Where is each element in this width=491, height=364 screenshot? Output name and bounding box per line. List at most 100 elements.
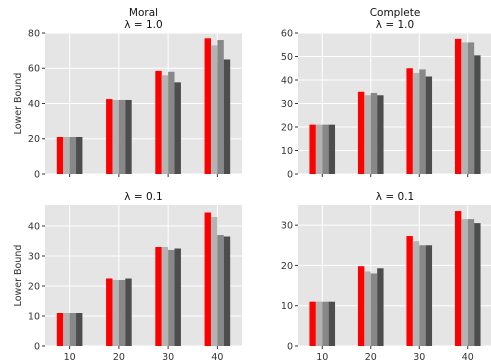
y-tick-label: 10 <box>281 301 293 312</box>
bar <box>56 136 64 174</box>
bar <box>474 223 481 346</box>
x-tick-label: 10 <box>316 352 328 363</box>
bar <box>364 95 371 174</box>
y-tick-label: 30 <box>281 221 293 232</box>
y-tick-label: 60 <box>281 28 293 39</box>
bar <box>106 99 113 174</box>
bar <box>461 42 468 175</box>
x-tick-label: 40 <box>462 352 474 363</box>
chart-panel-complete-lambda-0-1: λ = 0.1 0 10 20 30 10 20 30 40 <box>281 191 491 363</box>
bar <box>223 236 231 346</box>
bar <box>204 212 211 346</box>
y-tick-label: 20 <box>28 134 40 145</box>
bar <box>63 313 70 346</box>
panel-subtitle: λ = 0.1 <box>124 191 162 203</box>
x-tick-label: 40 <box>211 352 223 363</box>
bar <box>419 245 426 346</box>
bar <box>370 92 378 174</box>
bar <box>217 235 224 346</box>
bar <box>174 82 181 174</box>
bar <box>118 280 126 346</box>
x-tick-label: 20 <box>113 352 125 363</box>
bar <box>357 266 365 346</box>
bar <box>168 250 175 346</box>
y-tick-label: 40 <box>281 75 293 86</box>
chart-panel-moral-lambda-1: Moral λ = 1.0 Lower Bound 0 20 40 60 80 <box>13 7 242 180</box>
x-tick-label: 20 <box>365 352 377 363</box>
y-tick-label: 40 <box>28 99 40 110</box>
bar <box>406 68 413 174</box>
y-tick-label: 30 <box>28 251 40 262</box>
bar <box>161 247 169 346</box>
bar <box>425 76 433 174</box>
y-tick-label: 0 <box>34 341 40 352</box>
bar <box>76 313 83 346</box>
y-tick-label: 20 <box>281 261 293 272</box>
bar <box>454 38 462 175</box>
bar <box>155 247 162 346</box>
bar <box>322 301 329 346</box>
bar <box>315 301 323 346</box>
bar <box>210 45 218 175</box>
y-axis-label: Lower Bound <box>13 245 24 307</box>
y-tick-label: 50 <box>281 52 293 63</box>
bar <box>125 99 132 174</box>
chart-panel-moral-lambda-0-1: λ = 0.1 Lower Bound 0 10 20 30 40 10 20 30 40 <box>13 191 242 363</box>
bar <box>461 219 468 346</box>
bar <box>112 99 119 174</box>
bar <box>322 124 329 174</box>
y-tick-label: 20 <box>281 122 293 133</box>
chart-panel-complete-lambda-1: Complete λ = 1.0 0 10 20 30 40 50 60 <box>281 7 491 180</box>
bar <box>328 301 336 346</box>
bar <box>406 236 413 346</box>
bar <box>56 313 64 346</box>
bar <box>467 42 475 175</box>
bar <box>69 136 77 174</box>
bar <box>425 245 433 346</box>
y-tick-label: 20 <box>28 281 40 292</box>
bar <box>309 124 316 174</box>
bar <box>125 278 132 346</box>
bar <box>204 38 211 174</box>
bar <box>223 59 231 174</box>
panel-title: Moral <box>129 7 158 19</box>
bar <box>155 70 162 174</box>
y-tick-label: 30 <box>281 99 293 110</box>
y-tick-label: 10 <box>281 146 293 157</box>
bar <box>370 273 378 346</box>
bar <box>309 301 316 346</box>
y-tick-label: 40 <box>28 221 40 232</box>
bar <box>69 313 77 346</box>
y-tick-label: 10 <box>28 311 40 322</box>
x-tick-label: 30 <box>162 352 174 363</box>
bar <box>118 99 126 174</box>
y-tick-label: 60 <box>28 64 40 75</box>
bar <box>315 124 323 174</box>
bar <box>454 211 462 346</box>
bar <box>467 219 475 346</box>
bar <box>419 69 426 174</box>
bar <box>377 95 384 174</box>
panel-title: Complete <box>370 7 421 19</box>
bar <box>217 40 224 174</box>
bar <box>210 217 218 346</box>
bar <box>161 75 169 174</box>
bar <box>412 72 420 174</box>
bar <box>377 268 384 346</box>
bar <box>76 136 83 174</box>
x-tick-label: 10 <box>64 352 76 363</box>
bar <box>328 124 336 174</box>
y-tick-label: 0 <box>287 341 293 352</box>
bar <box>364 271 371 346</box>
panel-subtitle: λ = 1.0 <box>376 19 414 31</box>
y-axis-label: Lower Bound <box>13 73 24 135</box>
panel-subtitle: λ = 0.1 <box>376 191 414 203</box>
y-tick-label: 0 <box>287 169 293 180</box>
panel-subtitle: λ = 1.0 <box>124 19 162 31</box>
bar <box>174 248 181 346</box>
bar <box>357 91 365 174</box>
bar <box>168 71 175 174</box>
bar <box>63 136 70 174</box>
y-tick-label: 0 <box>34 169 40 180</box>
